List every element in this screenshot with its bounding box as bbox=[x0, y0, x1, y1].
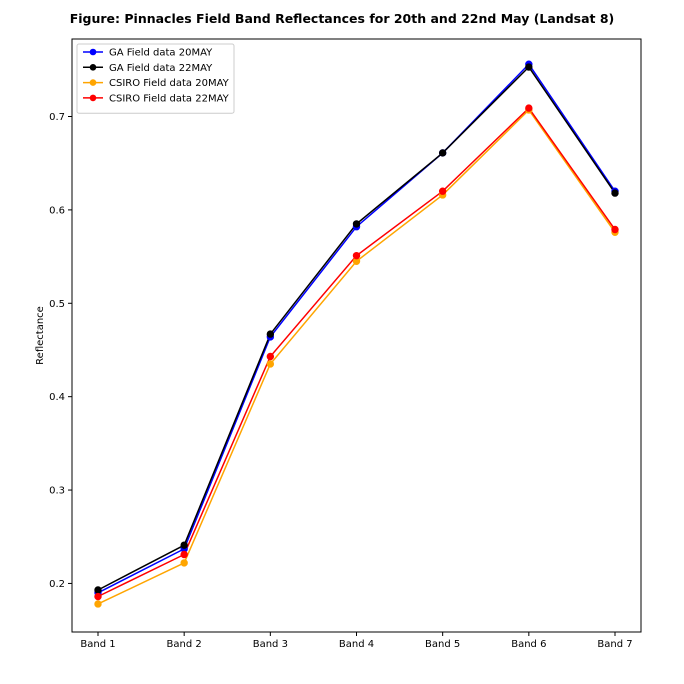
y-axis: 0.2 0.3 0.4 0.5 0.6 0.7 bbox=[49, 112, 72, 590]
legend-swatch-marker bbox=[89, 48, 97, 56]
data-point bbox=[525, 63, 533, 71]
data-point bbox=[266, 330, 275, 338]
x-tick-label: Band 5 bbox=[425, 639, 460, 650]
x-tick-label: Band 1 bbox=[80, 639, 115, 650]
x-tick-label: Band 4 bbox=[339, 639, 374, 650]
y-tick-label: 0.4 bbox=[49, 392, 65, 403]
data-point bbox=[180, 550, 188, 559]
legend-entry-label: GA Field data 20MAY bbox=[109, 48, 213, 59]
legend-swatch-marker bbox=[89, 64, 97, 71]
series-line-3 bbox=[97, 106, 616, 598]
data-point bbox=[266, 360, 275, 368]
plot-area-frame bbox=[71, 38, 642, 633]
legend-entry-label: CSIRO Field data 20MAY bbox=[109, 78, 230, 89]
data-point bbox=[525, 104, 533, 112]
data-point bbox=[266, 352, 275, 361]
y-tick-label: 0.7 bbox=[49, 112, 65, 123]
y-tick-label: 0.3 bbox=[49, 486, 65, 497]
y-tick-label: 0.5 bbox=[49, 299, 65, 310]
data-point bbox=[94, 592, 102, 601]
x-tick-label: Band 2 bbox=[167, 639, 202, 650]
data-point bbox=[94, 586, 102, 594]
data-point bbox=[352, 251, 361, 260]
chart-title: Figure: Pinnacles Field Band Reflectance… bbox=[69, 11, 615, 26]
series-lines-layer bbox=[97, 63, 616, 605]
series-line-2 bbox=[97, 108, 616, 605]
data-point bbox=[438, 149, 447, 157]
y-tick-label: 0.2 bbox=[49, 579, 65, 590]
legend-entry-label: GA Field data 22MAY bbox=[109, 63, 213, 74]
legend-swatch-marker bbox=[89, 79, 97, 86]
y-axis-label: Reflectance bbox=[35, 306, 46, 365]
x-tick-label: Band 7 bbox=[597, 639, 632, 650]
legend: GA Field data 20MAY GA Field data 22MAY CS… bbox=[76, 43, 235, 114]
x-tick-label: Band 6 bbox=[511, 639, 546, 650]
series-line-1 bbox=[97, 65, 616, 591]
x-axis: Band 1 Band 2 Band 3 Band 4 Band 5 Band 6 Band… bbox=[80, 632, 633, 650]
legend-swatch-marker bbox=[89, 94, 97, 102]
data-point bbox=[438, 187, 447, 195]
legend-box bbox=[76, 43, 235, 114]
data-point bbox=[352, 220, 361, 228]
series-markers-layer bbox=[94, 60, 619, 608]
x-tick-label: Band 3 bbox=[253, 639, 288, 650]
legend-entry-label: CSIRO Field data 22MAY bbox=[109, 93, 230, 104]
data-point bbox=[611, 189, 619, 197]
series-line-0 bbox=[97, 63, 616, 594]
data-point bbox=[180, 541, 188, 549]
data-point bbox=[94, 600, 102, 608]
data-point bbox=[611, 225, 619, 234]
y-tick-label: 0.6 bbox=[49, 205, 65, 216]
data-point bbox=[180, 559, 188, 567]
